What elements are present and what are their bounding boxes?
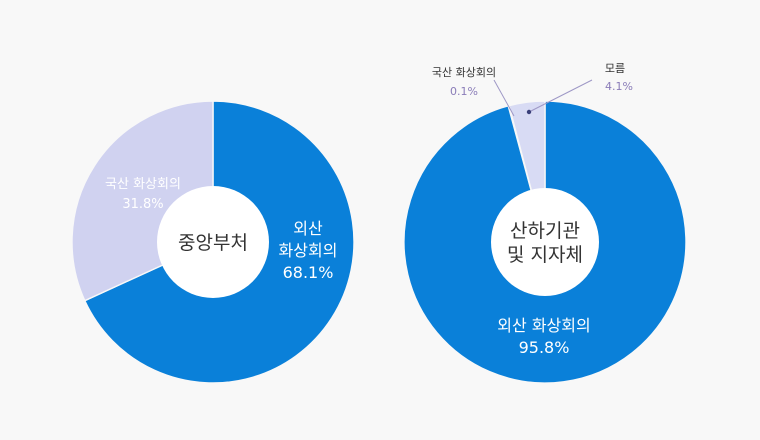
slice-label-foreign-line: 외산 화상회의: [497, 316, 590, 335]
donut-center-label: 중앙부처: [178, 232, 248, 254]
slice-value-domestic: 0.1%: [450, 85, 478, 98]
slice-label-foreign: 외산 화상회의 95.8%: [497, 316, 590, 357]
leader-line-unknown: [528, 79, 593, 113]
donut-center-label: 산하기관 및 지자체: [507, 220, 583, 266]
donut-hole: [491, 188, 599, 296]
slice-label-foreign-line: 68.1%: [283, 263, 334, 282]
slice-label-domestic-line: 국산 화상회의: [105, 177, 181, 192]
slice-label-unknown-line: 모름: [605, 62, 625, 75]
slice-label-domestic: 국산 화상회의: [432, 66, 496, 79]
leader-dot-unknown: [526, 109, 532, 115]
slice-label-foreign-line: 화상회의: [279, 241, 338, 260]
leader-line-domestic: [493, 79, 515, 117]
slice-label-unknown: 모름: [605, 62, 625, 75]
donut-center-label-line: 산하기관: [510, 220, 580, 242]
slice-label-foreign-line: 외산: [293, 219, 323, 238]
slice-value-unknown: 4.1%: [605, 80, 633, 93]
donut-center-label-line: 및 지자체: [507, 244, 583, 266]
slice-label-foreign-line: 95.8%: [519, 338, 570, 357]
slice-label-domestic-line: 31.8%: [122, 197, 163, 212]
donut-hole: [157, 186, 269, 298]
slice-label-domestic: 국산 화상회의 31.8%: [105, 177, 181, 212]
donut-center-label-line: 중앙부처: [178, 232, 248, 254]
slice-label-domestic-line: 국산 화상회의: [432, 66, 496, 79]
